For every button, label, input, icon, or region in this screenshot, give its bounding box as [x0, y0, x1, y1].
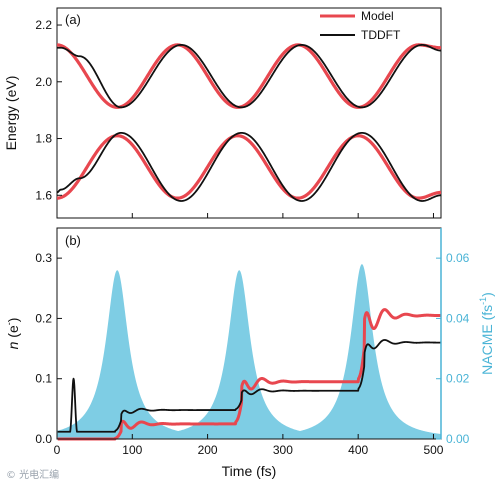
series-line-model-upper	[56, 43, 442, 109]
panel-a-frame	[56, 7, 442, 219]
xtick-label-b: 0	[54, 443, 61, 457]
watermark: © 光电汇编	[6, 470, 60, 481]
xtick-label-b: 300	[273, 443, 293, 457]
y2label-main: NACME (fs	[479, 305, 495, 375]
series-line-model-lower	[56, 134, 442, 200]
ytick-label-b: 0.2	[35, 311, 52, 325]
ytick-label-b: 0.3	[35, 251, 52, 265]
legend: Model TDDFT	[320, 9, 401, 42]
ylabel-open: (e	[5, 325, 21, 342]
y2tick-label-b: 0.06	[446, 251, 470, 265]
panel-a-series	[56, 43, 442, 202]
xtick-label-b: 100	[122, 443, 142, 457]
panel-a-label: (a)	[65, 12, 81, 27]
panel-b-y2label: NACME (fs-1)	[478, 292, 495, 375]
y2label-sup: -1	[478, 297, 488, 305]
y2tick-label-b: 0.02	[446, 372, 470, 386]
panel-b-ylabel: n (e-)	[4, 318, 21, 350]
xtick-label-b: 400	[348, 443, 368, 457]
legend-label-model: Model	[361, 9, 394, 23]
y2tick-label-b: 0.04	[446, 311, 470, 325]
y2tick-label-b: 0.00	[446, 432, 470, 446]
nacme-area-fill	[57, 264, 441, 439]
ytick-label-a: 2.0	[35, 75, 52, 89]
series-line-tddft-lower	[56, 131, 442, 202]
panel-b-series	[56, 308, 443, 441]
ylabel-var: n	[5, 341, 21, 349]
ytick-label-a: 1.8	[35, 132, 52, 146]
series-line-tddft-upper	[56, 43, 442, 109]
panel-a: 1.6 1.8 2.0 2.2 (a) Energy (eV) Model TDDFT	[3, 7, 442, 219]
ytick-label-a: 1.6	[35, 188, 52, 202]
ytick-label-b: 0.0	[35, 432, 52, 446]
panel-b-ticks: 0.0 0.1 0.2 0.3 0.00 0.02 0.04 0.06 0 100 200 300 40…	[35, 251, 469, 457]
panel-a-ticks: 1.6 1.8 2.0 2.2	[35, 18, 434, 218]
population-line-tddft	[57, 339, 442, 433]
ytick-label-b: 0.1	[35, 372, 52, 386]
y2label-close: )	[479, 292, 495, 297]
panel-b-label: (b)	[65, 233, 81, 248]
legend-label-tddft: TDDFT	[361, 28, 401, 42]
panel-b: 0.0 0.1 0.2 0.3 0.00 0.02 0.04 0.06 0 100 200 300 40…	[4, 227, 495, 479]
ylabel-close: )	[5, 318, 21, 323]
panel-b-xlabel: Time (fs)	[222, 463, 277, 479]
xtick-label-b: 500	[423, 443, 443, 457]
ylabel-sup: -	[4, 322, 14, 325]
ytick-label-a: 2.2	[35, 18, 52, 32]
nacme-area	[57, 264, 441, 439]
panel-a-ylabel: Energy (eV)	[3, 76, 19, 151]
xtick-label-b: 200	[198, 443, 218, 457]
